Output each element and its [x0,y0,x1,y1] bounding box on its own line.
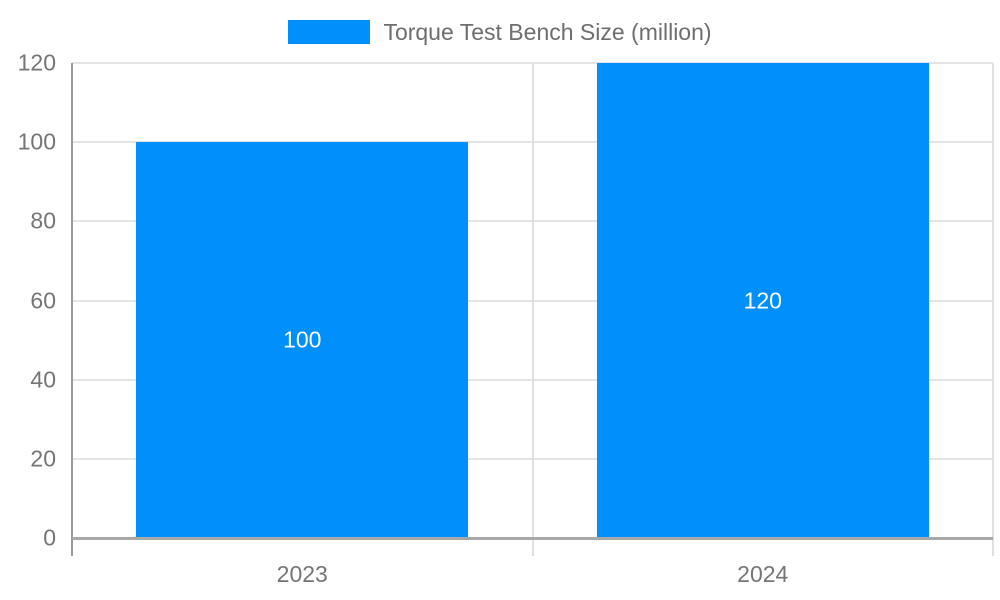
category-separator-line [531,63,534,556]
y-axis-line [71,63,73,556]
y-axis-tick-label: 40 [30,366,56,393]
y-axis-tick-label: 80 [30,207,56,234]
x-axis-tick-label: 2023 [276,561,328,587]
x-axis-baseline [72,537,993,540]
bar-2024[interactable] [596,63,929,538]
x-axis-tick-label: 2024 [737,561,789,587]
bar-value-label: 100 [283,326,322,353]
y-axis-tick-label: 60 [30,287,56,313]
bar-2023[interactable] [136,142,469,538]
bar-value-label: 120 [743,287,782,313]
legend-item[interactable]: Torque Test Bench Size (million) [0,20,1000,44]
y-axis-tick-label: 20 [30,445,56,472]
y-axis-tick-label: 120 [17,49,56,76]
legend-label: Torque Test Bench Size (million) [383,19,712,45]
y-axis-tick-label: 100 [17,128,56,155]
y-axis-tick-label: 0 [43,524,56,551]
category-separator-line [992,63,994,556]
legend-swatch [288,20,371,44]
